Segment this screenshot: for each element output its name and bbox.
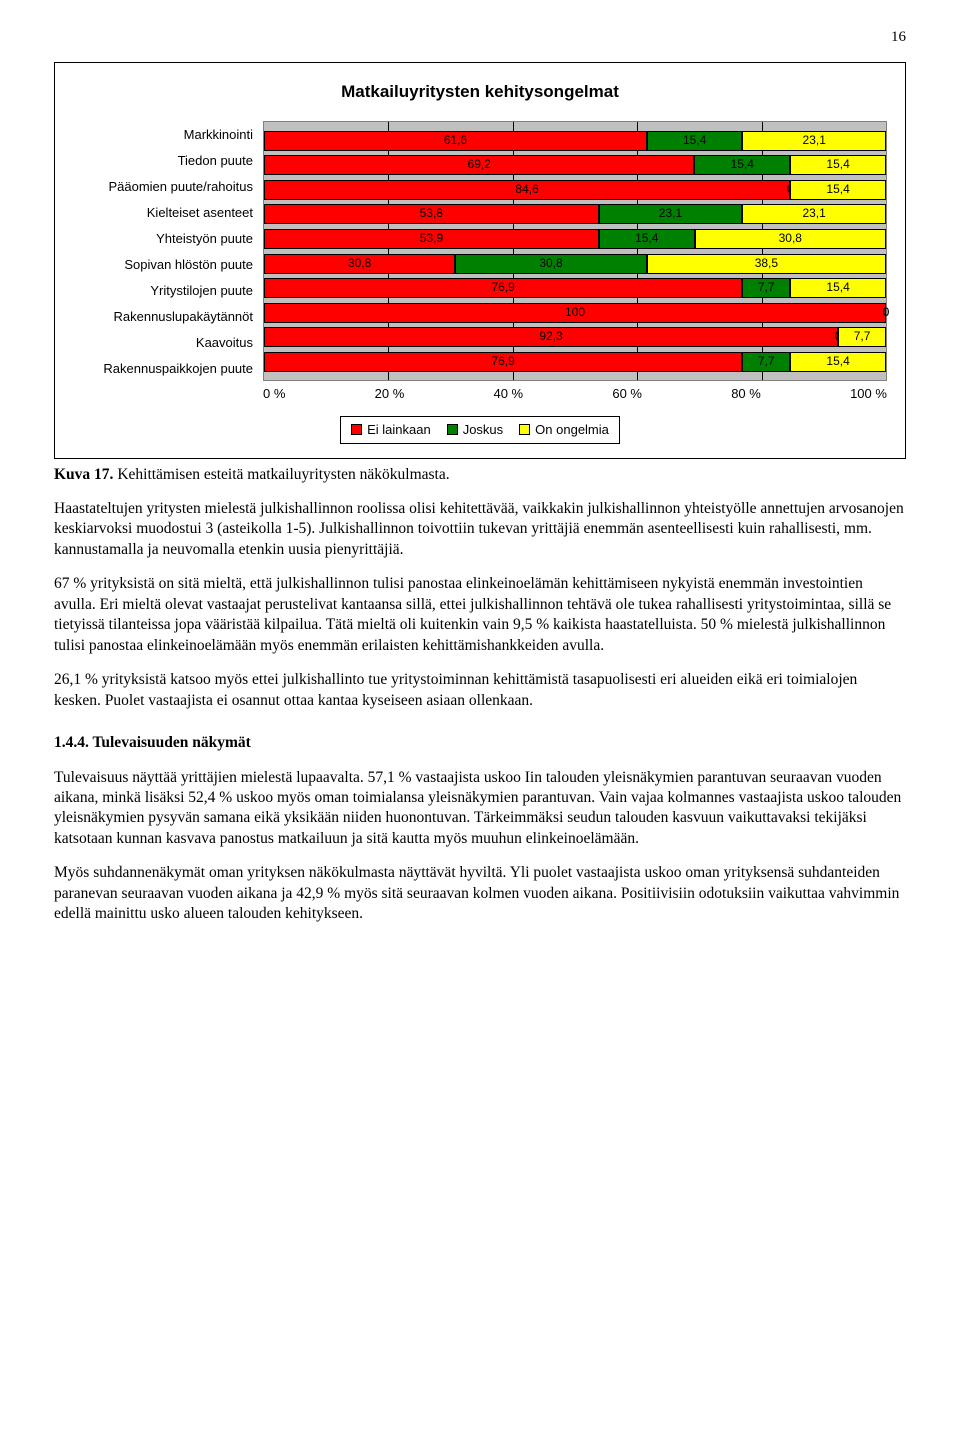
paragraph: 67 % yrityksistä on sitä mieltä, että ju…: [54, 574, 906, 656]
bar-segment: 23,1: [599, 204, 743, 224]
bar-segment: 30,8: [455, 254, 646, 274]
chart-container: Matkailuyritysten kehitysongelmat Markki…: [54, 62, 906, 459]
legend-label: On ongelmia: [535, 421, 609, 438]
bar-segment: 23,1: [742, 131, 886, 151]
caption-text: Kehittämisen esteitä matkailuyritysten n…: [113, 466, 449, 483]
x-axis-tick: 80 %: [731, 385, 761, 402]
swatch-joskus-icon: [447, 424, 458, 435]
bar-segment: 7,7: [838, 327, 886, 347]
paragraph: 26,1 % yrityksistä katsoo myös ettei jul…: [54, 670, 906, 711]
y-axis-label: Sopivan hlöstön puute: [73, 251, 253, 277]
y-axis-label: Markkinointi: [73, 121, 253, 147]
bar-segment: 53,9: [264, 229, 599, 249]
bar-row: 10000: [264, 303, 886, 323]
paragraph: Tulevaisuus näyttää yrittäjien mielestä …: [54, 768, 906, 850]
y-axis-label: Kielteiset asenteet: [73, 199, 253, 225]
legend-item-joskus: Joskus: [447, 421, 503, 438]
y-axis-label: Yhteistyön puute: [73, 225, 253, 251]
caption-prefix: Kuva 17.: [54, 466, 113, 483]
page-number: 16: [54, 28, 906, 48]
bar-row: 84,6015,4: [264, 180, 886, 200]
bar-segment: 84,6: [264, 180, 790, 200]
chart-plot-area: 61,615,423,169,215,415,484,6015,453,823,…: [263, 121, 887, 381]
x-axis-tick: 100 %: [850, 385, 887, 402]
y-axis-label: Yritystilojen puute: [73, 277, 253, 303]
figure-caption: Kuva 17. Kehittämisen esteitä matkailuyr…: [54, 465, 906, 485]
bar-segment: 15,4: [790, 155, 886, 175]
bar-segment: 23,1: [742, 204, 886, 224]
bar-segment: 15,4: [790, 180, 886, 200]
bar-row: 53,915,430,8: [264, 229, 886, 249]
chart-title: Matkailuyritysten kehitysongelmat: [73, 81, 887, 103]
bar-segment: 15,4: [694, 155, 790, 175]
y-axis-label: Kaavoitus: [73, 329, 253, 355]
bar-segment: 7,7: [742, 278, 790, 298]
chart-body: MarkkinointiTiedon puutePääomien puute/r…: [73, 121, 887, 381]
x-axis-tick: 40 %: [493, 385, 523, 402]
bar-segment: 38,5: [647, 254, 886, 274]
y-axis-label: Tiedon puute: [73, 147, 253, 173]
legend-label: Ei lainkaan: [367, 421, 431, 438]
x-axis-tick: 60 %: [612, 385, 642, 402]
y-axis-label: Rakennuspaikkojen puute: [73, 355, 253, 381]
bar-segment: 76,9: [264, 352, 742, 372]
legend-label: Joskus: [463, 421, 503, 438]
x-axis-labels: 0 % 20 % 40 % 60 % 80 % 100 %: [263, 385, 887, 402]
bar-row: 53,823,123,1: [264, 204, 886, 224]
legend-item-ei: Ei lainkaan: [351, 421, 431, 438]
bar-segment: 61,6: [264, 131, 647, 151]
bar-segment: 69,2: [264, 155, 694, 175]
section-heading: 1.4.4. Tulevaisuuden näkymät: [54, 733, 906, 753]
bar-segment: 92,3: [264, 327, 838, 347]
swatch-on-icon: [519, 424, 530, 435]
bar-segment: 30,8: [695, 229, 886, 249]
bar-segment: 100: [264, 303, 886, 323]
legend-item-on: On ongelmia: [519, 421, 609, 438]
y-axis-label: Pääomien puute/rahoitus: [73, 173, 253, 199]
bar-segment: 15,4: [790, 352, 886, 372]
bar-row: 69,215,415,4: [264, 155, 886, 175]
paragraph: Haastateltujen yritysten mielestä julkis…: [54, 499, 906, 560]
chart-legend: Ei lainkaan Joskus On ongelmia: [340, 416, 620, 443]
swatch-ei-icon: [351, 424, 362, 435]
bar-segment: 15,4: [599, 229, 695, 249]
bar-row: 92,307,7: [264, 327, 886, 347]
bar-row: 76,97,715,4: [264, 278, 886, 298]
x-axis-tick: 20 %: [375, 385, 405, 402]
y-axis-labels: MarkkinointiTiedon puutePääomien puute/r…: [73, 121, 263, 381]
bar-segment: 15,4: [647, 131, 743, 151]
bar-segment: 15,4: [790, 278, 886, 298]
bar-segment: 76,9: [264, 278, 742, 298]
bar-segment: 53,8: [264, 204, 599, 224]
bar-row: 30,830,838,5: [264, 254, 886, 274]
x-axis-tick: 0 %: [263, 385, 285, 402]
y-axis-label: Rakennuslupakäytännöt: [73, 303, 253, 329]
bar-segment: 7,7: [742, 352, 790, 372]
bar-segment: 30,8: [264, 254, 455, 274]
paragraph: Myös suhdannenäkymät oman yrityksen näkö…: [54, 863, 906, 924]
bar-row: 61,615,423,1: [264, 131, 886, 151]
bar-row: 76,97,715,4: [264, 352, 886, 372]
